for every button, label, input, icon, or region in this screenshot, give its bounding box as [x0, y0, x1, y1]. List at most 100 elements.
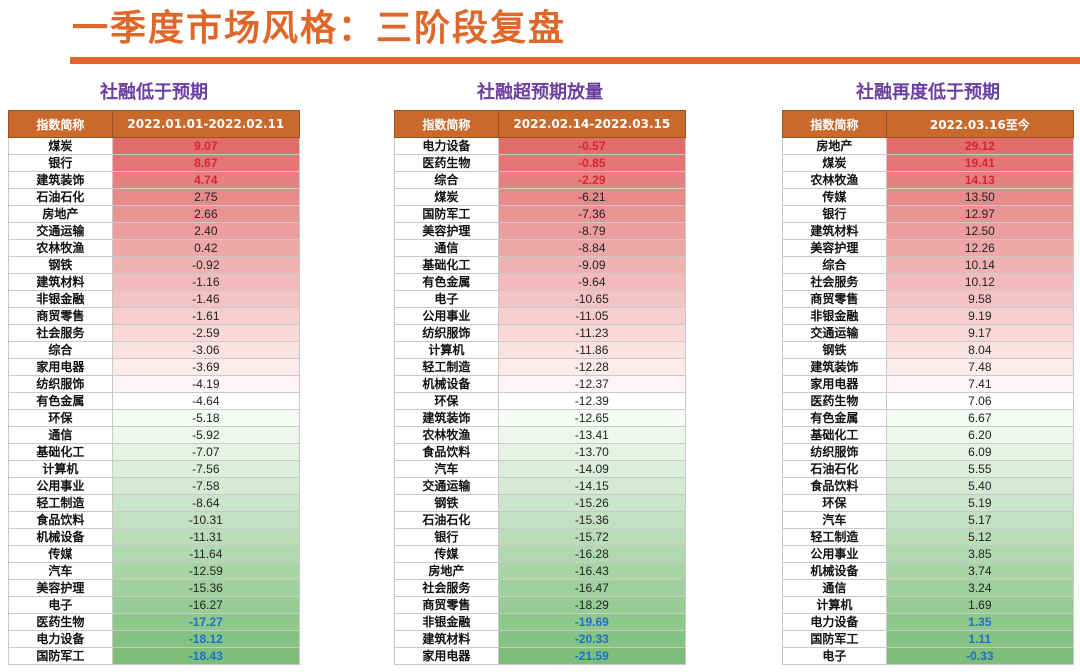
table-row: 医药生物 -0.85 — [394, 154, 687, 172]
table-row: 建筑材料 12.50 — [782, 222, 1075, 240]
industry-name: 社会服务 — [8, 324, 113, 342]
industry-name: 纺织服饰 — [8, 375, 113, 393]
table-row: 计算机 -7.56 — [8, 460, 301, 478]
return-value: 7.41 — [885, 375, 1075, 393]
industry-name: 房地产 — [8, 205, 113, 223]
table-row: 食品饮料 -10.31 — [8, 511, 301, 529]
table-row: 基础化工 6.20 — [782, 426, 1075, 444]
return-value: -6.21 — [497, 188, 687, 206]
industry-name: 电子 — [782, 647, 887, 665]
return-value: -1.61 — [111, 307, 301, 325]
industry-name: 钢铁 — [394, 494, 499, 512]
return-value: -12.39 — [497, 392, 687, 410]
return-value: 0.42 — [111, 239, 301, 257]
industry-name: 公用事业 — [394, 307, 499, 325]
table-row: 银行 12.97 — [782, 205, 1075, 223]
industry-name: 房地产 — [782, 137, 887, 155]
table-row: 轻工制造 5.12 — [782, 528, 1075, 546]
industry-name: 交通运输 — [8, 222, 113, 240]
panel-stage-2: 社融超预期放量 指数简称 2022.02.14-2022.03.15 电力设备 -… — [394, 80, 687, 665]
page-title: 一季度市场风格：三阶段复盘 — [72, 8, 567, 49]
industry-name: 机械设备 — [394, 375, 499, 393]
return-value: -18.29 — [497, 596, 687, 614]
table-row: 家用电器 7.41 — [782, 375, 1075, 393]
table-row: 通信 -8.84 — [394, 239, 687, 257]
industry-name: 建筑装饰 — [782, 358, 887, 376]
table-row: 建筑装饰 -12.65 — [394, 409, 687, 427]
table-row: 国防军工 -7.36 — [394, 205, 687, 223]
table-row: 家用电器 -21.59 — [394, 647, 687, 665]
return-value: 5.19 — [885, 494, 1075, 512]
return-value: -2.59 — [111, 324, 301, 342]
industry-name: 汽车 — [394, 460, 499, 478]
table-row: 建筑装饰 7.48 — [782, 358, 1075, 376]
industry-name: 轻工制造 — [394, 358, 499, 376]
return-value: -15.36 — [111, 579, 301, 597]
table-row: 基础化工 -7.07 — [8, 443, 301, 461]
industry-name: 传媒 — [394, 545, 499, 563]
table-row: 通信 -5.92 — [8, 426, 301, 444]
return-value: 1.35 — [885, 613, 1075, 631]
return-value: 10.14 — [885, 256, 1075, 274]
return-value: -11.64 — [111, 545, 301, 563]
return-value: 8.67 — [111, 154, 301, 172]
table-row: 农林牧渔 -13.41 — [394, 426, 687, 444]
table-row: 石油石化 -15.36 — [394, 511, 687, 529]
column-header-name: 指数简称 — [782, 110, 887, 138]
table-row: 轻工制造 -8.64 — [8, 494, 301, 512]
industry-name: 通信 — [8, 426, 113, 444]
industry-name: 电力设备 — [782, 613, 887, 631]
return-value: 14.13 — [885, 171, 1075, 189]
industry-name: 银行 — [394, 528, 499, 546]
industry-name: 商贸零售 — [782, 290, 887, 308]
table-row: 商贸零售 9.58 — [782, 290, 1075, 308]
return-value: 2.40 — [111, 222, 301, 240]
industry-name: 轻工制造 — [782, 528, 887, 546]
return-value: 9.19 — [885, 307, 1075, 325]
table-row: 建筑材料 -1.16 — [8, 273, 301, 291]
table-row: 美容护理 -15.36 — [8, 579, 301, 597]
return-value: 7.06 — [885, 392, 1075, 410]
table-row: 国防军工 1.11 — [782, 630, 1075, 648]
industry-name: 建筑材料 — [394, 630, 499, 648]
table-row: 电力设备 1.35 — [782, 613, 1075, 631]
return-value: -15.36 — [497, 511, 687, 529]
industry-name: 非银金融 — [394, 613, 499, 631]
table-row: 公用事业 -7.58 — [8, 477, 301, 495]
return-value: -7.56 — [111, 460, 301, 478]
return-value: 6.67 — [885, 409, 1075, 427]
industry-name: 轻工制造 — [8, 494, 113, 512]
industry-name: 交通运输 — [394, 477, 499, 495]
return-value: -11.31 — [111, 528, 301, 546]
table-row: 房地产 -16.43 — [394, 562, 687, 580]
industry-name: 建筑装饰 — [8, 171, 113, 189]
industry-name: 建筑材料 — [782, 222, 887, 240]
industry-name: 计算机 — [782, 596, 887, 614]
industry-name: 食品饮料 — [394, 443, 499, 461]
table-row: 石油石化 5.55 — [782, 460, 1075, 478]
table-row: 汽车 5.17 — [782, 511, 1075, 529]
table-row: 美容护理 -8.79 — [394, 222, 687, 240]
industry-name: 农林牧渔 — [8, 239, 113, 257]
industry-name: 纺织服饰 — [782, 443, 887, 461]
table-row: 煤炭 19.41 — [782, 154, 1075, 172]
table-row: 环保 -12.39 — [394, 392, 687, 410]
industry-name: 机械设备 — [782, 562, 887, 580]
industry-name: 医药生物 — [8, 613, 113, 631]
table-row: 非银金融 9.19 — [782, 307, 1075, 325]
return-value: -10.31 — [111, 511, 301, 529]
table-row: 计算机 1.69 — [782, 596, 1075, 614]
table-row: 轻工制造 -12.28 — [394, 358, 687, 376]
return-value: -17.27 — [111, 613, 301, 631]
return-value: 9.58 — [885, 290, 1075, 308]
return-value: -16.27 — [111, 596, 301, 614]
table-row: 钢铁 -0.92 — [8, 256, 301, 274]
return-value: -16.43 — [497, 562, 687, 580]
industry-name: 建筑装饰 — [394, 409, 499, 427]
return-value: -14.15 — [497, 477, 687, 495]
table-row: 汽车 -12.59 — [8, 562, 301, 580]
table-row: 建筑装饰 4.74 — [8, 171, 301, 189]
table-row: 银行 8.67 — [8, 154, 301, 172]
industry-name: 商贸零售 — [8, 307, 113, 325]
industry-name: 汽车 — [782, 511, 887, 529]
